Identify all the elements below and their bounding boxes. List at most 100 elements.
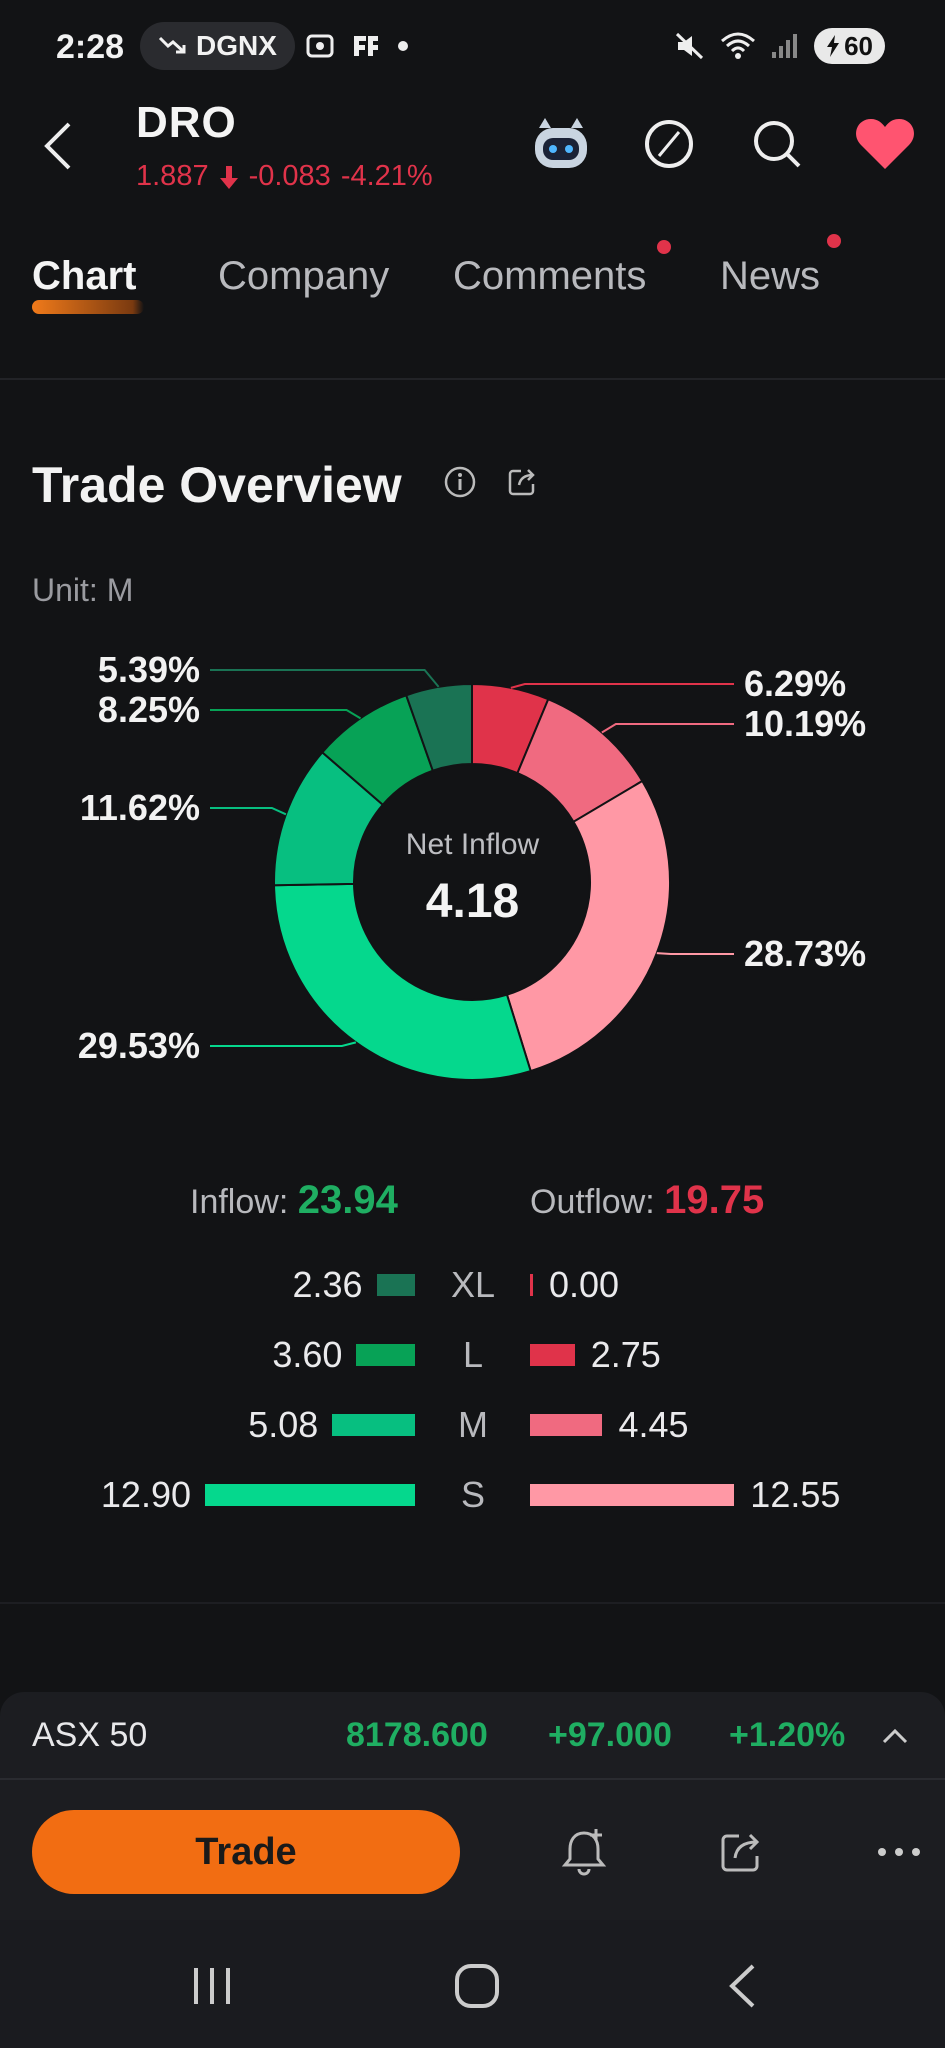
trend-down-icon <box>158 36 186 54</box>
leader-line <box>656 952 734 955</box>
outflow-total: Outflow: 19.75 <box>530 1178 764 1223</box>
donut-slice <box>273 882 532 1081</box>
inflow-bar <box>376 1274 415 1296</box>
back-button[interactable] <box>28 116 88 176</box>
slice-label: 11.62% <box>80 787 200 828</box>
outflow-bar <box>530 1344 575 1366</box>
back-nav-button[interactable] <box>710 1954 774 2018</box>
inflow-row-value: 3.60 <box>272 1334 343 1375</box>
index-name: ASX 50 <box>32 1716 148 1754</box>
tabs-divider <box>0 378 945 380</box>
comments-notification-dot <box>657 240 671 254</box>
slice-label: 5.39% <box>98 649 200 690</box>
switch-button[interactable] <box>637 112 701 176</box>
ai-assistant-button[interactable] <box>529 112 593 176</box>
donut-center-label: Net Inflow <box>405 828 540 861</box>
more-button[interactable] <box>867 1820 931 1884</box>
status-bar: 2:28 DGNX 60 <box>0 0 945 92</box>
tab-comments[interactable]: Comments <box>453 254 647 298</box>
donut-slice <box>505 779 671 1073</box>
share-icon <box>508 469 535 496</box>
outflow-label: Outflow: <box>530 1183 655 1221</box>
screenshot-icon <box>306 34 334 58</box>
recent-apps-button[interactable] <box>180 1954 244 2018</box>
leader-line <box>210 1041 357 1047</box>
donut-center-value: 4.18 <box>425 875 520 928</box>
outflow-bar <box>530 1414 603 1436</box>
bottom-panel: ASX 50 8178.600 +97.000 +1.20% Trade <box>0 1692 945 1920</box>
price-alert-button[interactable] <box>552 1820 616 1884</box>
tab-news[interactable]: News <box>720 254 821 298</box>
status-icons-right: 60 <box>674 28 885 64</box>
outflow-row-value: 4.45 <box>618 1404 689 1445</box>
size-category: XL <box>450 1264 496 1305</box>
robot-icon <box>535 118 587 168</box>
slice-label: 29.53% <box>78 1025 200 1066</box>
slice-label: 10.19% <box>744 703 866 744</box>
leader-line <box>510 683 734 689</box>
charging-icon <box>827 35 840 57</box>
search-button[interactable] <box>745 112 809 176</box>
status-icons-left <box>304 30 410 62</box>
inflow-total: Inflow: 23.94 <box>190 1178 398 1223</box>
bell-plus-icon <box>561 1829 607 1876</box>
price-quote: 1.887 -0.083 -4.21% <box>136 160 433 193</box>
size-category: M <box>458 1404 488 1445</box>
inflow-value: 23.94 <box>297 1178 398 1222</box>
battery-indicator: 60 <box>814 28 885 64</box>
flow-row: 2.36 XL 0.00 <box>0 1264 945 1320</box>
dot-icon <box>398 41 408 51</box>
unit-label: Unit: M <box>32 572 134 608</box>
slice-label: 28.73% <box>744 933 866 974</box>
tab-chart[interactable]: Chart <box>32 254 137 298</box>
index-ticker-row[interactable]: ASX 50 8178.600 +97.000 +1.20% <box>0 1692 945 1780</box>
leader-line <box>601 723 734 734</box>
flow-row: 5.08 M 4.45 <box>0 1404 945 1460</box>
outflow-bar <box>530 1274 533 1296</box>
inflow-bar <box>205 1484 415 1506</box>
favorite-button[interactable] <box>853 112 917 176</box>
chevron-left-icon <box>44 122 71 170</box>
mute-icon <box>676 32 704 60</box>
outflow-row-value: 2.75 <box>590 1334 661 1375</box>
share-button[interactable] <box>709 1820 773 1884</box>
share-overview-button[interactable] <box>502 462 542 502</box>
size-category: L <box>462 1334 484 1375</box>
leader-line <box>210 807 287 816</box>
inflow-row-value: 2.36 <box>292 1264 363 1305</box>
recent-apps-icon <box>194 1968 230 2004</box>
share-icon <box>721 1833 760 1872</box>
flow-row: 3.60 L 2.75 <box>0 1334 945 1390</box>
donut-slice <box>404 682 473 772</box>
flow-row: 12.90 S 12.55 <box>0 1474 945 1530</box>
refresh-icon <box>645 120 693 168</box>
status-ticker-pill: DGNX <box>140 22 295 70</box>
trade-button[interactable]: Trade <box>32 1810 460 1894</box>
tab-bar: Chart Company Comments News <box>0 234 945 330</box>
inflow-bar <box>332 1414 415 1436</box>
inflow-bar <box>356 1344 415 1366</box>
chevron-up-icon <box>882 1728 908 1744</box>
home-button[interactable] <box>445 1954 509 2018</box>
index-value: 8178.600 <box>346 1716 488 1754</box>
expand-button[interactable] <box>875 1716 915 1756</box>
inflow-label: Inflow: <box>190 1183 289 1221</box>
slice-label: 6.29% <box>744 663 846 704</box>
status-pill-text: DGNX <box>196 30 277 61</box>
tab-company[interactable]: Company <box>218 254 390 298</box>
inflow-row-value: 12.90 <box>100 1474 191 1515</box>
home-icon <box>455 1964 499 2008</box>
wifi-icon <box>721 32 756 59</box>
slice-label: 8.25% <box>98 689 200 730</box>
battery-level: 60 <box>844 30 873 61</box>
ticker-symbol: DRO <box>136 98 237 147</box>
tab-active-indicator <box>32 300 144 314</box>
price-change: -0.083 <box>248 160 331 192</box>
stock-header: DRO 1.887 -0.083 -4.21% <box>0 92 945 212</box>
inflow-row-value: 5.08 <box>248 1404 319 1445</box>
outflow-row-value: 12.55 <box>750 1474 841 1515</box>
outflow-bar <box>530 1484 735 1506</box>
news-notification-dot <box>827 234 841 248</box>
signal-icon <box>772 34 798 58</box>
info-button[interactable] <box>440 462 480 502</box>
